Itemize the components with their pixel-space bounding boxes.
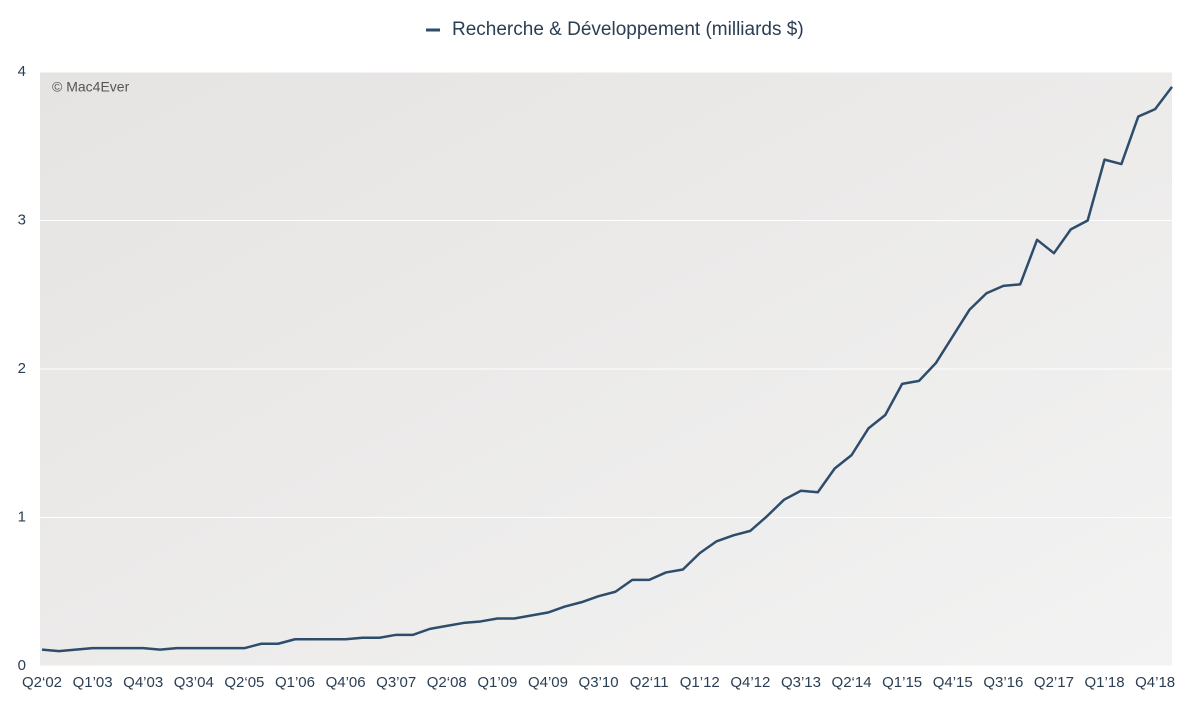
x-tick-label: Q4’12 <box>730 674 770 691</box>
y-tick-label: 4 <box>18 63 26 80</box>
x-tick-label: Q2‘05 <box>224 674 264 691</box>
x-tick-label: Q1’09 <box>477 674 517 691</box>
x-tick-label: Q3’04 <box>174 674 214 691</box>
x-tick-label: Q2‘02 <box>22 674 62 691</box>
x-tick-label: Q1’03 <box>73 674 113 691</box>
x-tick-label: Q3’13 <box>781 674 821 691</box>
x-tick-label: Q2‘11 <box>630 674 669 691</box>
x-tick-label: Q1’12 <box>680 674 720 691</box>
x-tick-label: Q1’15 <box>882 674 922 691</box>
x-tick-label: Q4’06 <box>326 674 366 691</box>
x-tick-label: Q4’03 <box>123 674 163 691</box>
x-tick-label: Q1’06 <box>275 674 315 691</box>
y-tick-label: 3 <box>18 211 26 228</box>
legend-label: Recherche & Développement (milliards $) <box>452 19 804 40</box>
x-tick-label: Q3’07 <box>376 674 416 691</box>
y-tick-label: 1 <box>18 508 26 525</box>
x-tick-label: Q4’09 <box>528 674 568 691</box>
x-tick-label: Q3’10 <box>579 674 619 691</box>
x-tick-label: Q4’18 <box>1135 674 1175 691</box>
x-tick-label: Q3’16 <box>983 674 1023 691</box>
x-tick-label: Q2‘08 <box>427 674 467 691</box>
y-tick-label: 2 <box>18 360 26 377</box>
y-tick-label: 0 <box>18 657 26 674</box>
series-line <box>41 86 1173 653</box>
x-tick-label: Q2’17 <box>1034 674 1074 691</box>
x-tick-label: Q1’18 <box>1085 674 1125 691</box>
x-tick-label: Q2‘14 <box>832 674 872 691</box>
watermark: © Mac4Ever <box>52 79 130 95</box>
x-tick-label: Q4’15 <box>933 674 973 691</box>
